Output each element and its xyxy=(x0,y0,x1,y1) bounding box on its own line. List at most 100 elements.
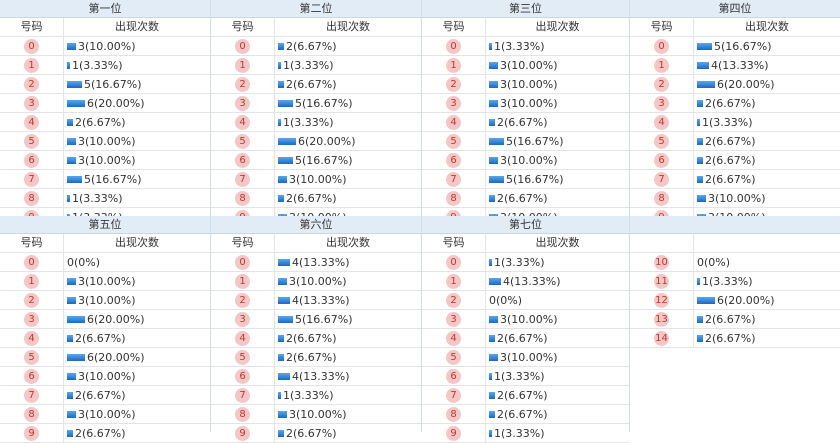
number-cell: 2 xyxy=(211,75,275,93)
frequency-bar xyxy=(278,296,290,304)
number-ball: 2 xyxy=(446,76,461,92)
table-row: 3 3(10.00%) xyxy=(422,94,629,113)
position-block: 第三位 号码 出现次数 0 1(3.33%) 1 3(10.00%) 2 3(10.00%) 3 3… xyxy=(422,0,629,227)
number-ball: 7 xyxy=(24,387,39,403)
frequency-bar xyxy=(278,315,293,323)
frequency-bar xyxy=(697,118,700,126)
frequency-bar xyxy=(489,429,492,437)
table-row: 5 2(6.67%) xyxy=(211,348,421,367)
number-ball: 11 xyxy=(654,273,669,289)
count-value: 4(13.33%) xyxy=(291,293,350,307)
count-value: 0(0%) xyxy=(489,293,523,307)
number-cell: 6 xyxy=(211,151,275,169)
table-row: 0 0(0%) xyxy=(0,253,210,272)
number-cell: 2 xyxy=(211,291,275,309)
number-ball: 0 xyxy=(654,38,669,54)
table-row: 1 4(13.33%) xyxy=(630,56,840,75)
number-cell: 0 xyxy=(211,37,275,55)
count-cell: 4(13.33%) xyxy=(275,253,421,271)
table-row: 6 3(10.00%) xyxy=(422,151,629,170)
count-value: 2(6.67%) xyxy=(286,77,337,91)
count-cell: 0(0%) xyxy=(64,253,210,271)
table-row: 8 2(6.67%) xyxy=(211,189,421,208)
count-value: 3(10.00%) xyxy=(500,153,558,167)
frequency-bar xyxy=(489,372,492,380)
frequency-bar xyxy=(489,80,498,88)
count-cell: 6(20.00%) xyxy=(64,310,210,328)
frequency-bar xyxy=(278,334,284,342)
table-row: 7 5(16.67%) xyxy=(422,170,629,189)
count-value: 2(6.67%) xyxy=(75,426,126,440)
position-block: 第一位 号码 出现次数 0 3(10.00%) 1 1(3.33%) 2 5(16.67%) 3 6… xyxy=(0,0,210,227)
count-cell: 2(6.67%) xyxy=(275,348,421,366)
number-cell: 1 xyxy=(422,56,486,74)
position-block: 第六位 号码 出现次数 0 4(13.33%) 1 3(10.00%) 2 4(13.33%) 3… xyxy=(211,216,421,443)
position-block: 10 0(0%) 11 1(3.33%) 12 6(20.00%) 13 2(6.67%) 14… xyxy=(630,216,840,348)
table-row: 4 2(6.67%) xyxy=(0,113,210,132)
number-header: 号码 xyxy=(0,234,64,252)
frequency-bar xyxy=(278,137,296,145)
number-cell: 3 xyxy=(0,94,64,112)
count-value: 3(10.00%) xyxy=(78,369,136,383)
count-value: 5(16.67%) xyxy=(295,312,353,326)
count-header: 出现次数 xyxy=(115,20,159,33)
table-row: 0 1(3.33%) xyxy=(422,37,629,56)
number-cell: 13 xyxy=(630,310,694,328)
column-divider xyxy=(210,0,211,432)
frequency-bar xyxy=(67,156,76,164)
count-cell: 3(10.00%) xyxy=(64,291,210,309)
frequency-bar xyxy=(278,277,287,285)
count-value: 1(3.33%) xyxy=(493,369,545,383)
frequency-bar xyxy=(278,429,284,437)
number-cell: 7 xyxy=(630,170,694,188)
count-cell: 1(3.33%) xyxy=(486,367,629,385)
number-ball: 8 xyxy=(446,406,461,422)
number-ball: 2 xyxy=(235,76,250,92)
number-cell: 6 xyxy=(211,367,275,385)
frequency-bar xyxy=(67,42,76,50)
count-cell: 3(10.00%) xyxy=(486,94,629,112)
number-header xyxy=(630,234,694,252)
count-cell: 5(16.67%) xyxy=(275,94,421,112)
count-value: 2(6.67%) xyxy=(497,388,548,402)
count-cell: 4(13.33%) xyxy=(275,367,421,385)
count-header xyxy=(694,234,840,252)
frequency-bar xyxy=(67,61,70,69)
table-row: 6 1(3.33%) xyxy=(422,367,629,386)
table-row: 8 2(6.67%) xyxy=(422,405,629,424)
count-cell: 2(6.67%) xyxy=(275,75,421,93)
number-ball: 4 xyxy=(24,330,39,346)
count-value: 3(10.00%) xyxy=(289,172,347,186)
number-ball: 4 xyxy=(24,114,39,130)
count-value: 3(10.00%) xyxy=(78,134,136,148)
count-value: 1(3.33%) xyxy=(493,39,545,53)
table-row: 4 1(3.33%) xyxy=(211,113,421,132)
frequency-bar xyxy=(489,61,498,69)
frequency-bar xyxy=(278,194,284,202)
number-cell: 0 xyxy=(422,37,486,55)
frequency-bar xyxy=(489,315,498,323)
number-ball: 10 xyxy=(654,254,669,270)
frequency-bar xyxy=(489,258,492,266)
number-cell: 7 xyxy=(0,170,64,188)
count-cell: 4(13.33%) xyxy=(275,291,421,309)
column-divider xyxy=(421,0,422,432)
count-value: 1(3.33%) xyxy=(282,58,334,72)
count-value: 6(20.00%) xyxy=(87,350,145,364)
frequency-bar xyxy=(278,42,284,50)
table-row: 8 3(10.00%) xyxy=(630,189,840,208)
frequency-bar xyxy=(67,277,76,285)
count-cell: 3(10.00%) xyxy=(694,189,840,207)
count-header: 出现次数 xyxy=(745,20,789,33)
count-value: 3(10.00%) xyxy=(500,58,558,72)
number-cell: 7 xyxy=(211,386,275,404)
number-ball: 1 xyxy=(235,273,250,289)
count-cell: 2(6.67%) xyxy=(694,170,840,188)
count-value: 0(0%) xyxy=(67,255,101,269)
count-value: 2(6.67%) xyxy=(497,407,548,421)
number-ball: 5 xyxy=(24,349,39,365)
number-cell: 6 xyxy=(0,151,64,169)
count-value: 5(16.67%) xyxy=(506,172,564,186)
number-cell: 5 xyxy=(0,132,64,150)
count-value: 5(16.67%) xyxy=(295,96,353,110)
